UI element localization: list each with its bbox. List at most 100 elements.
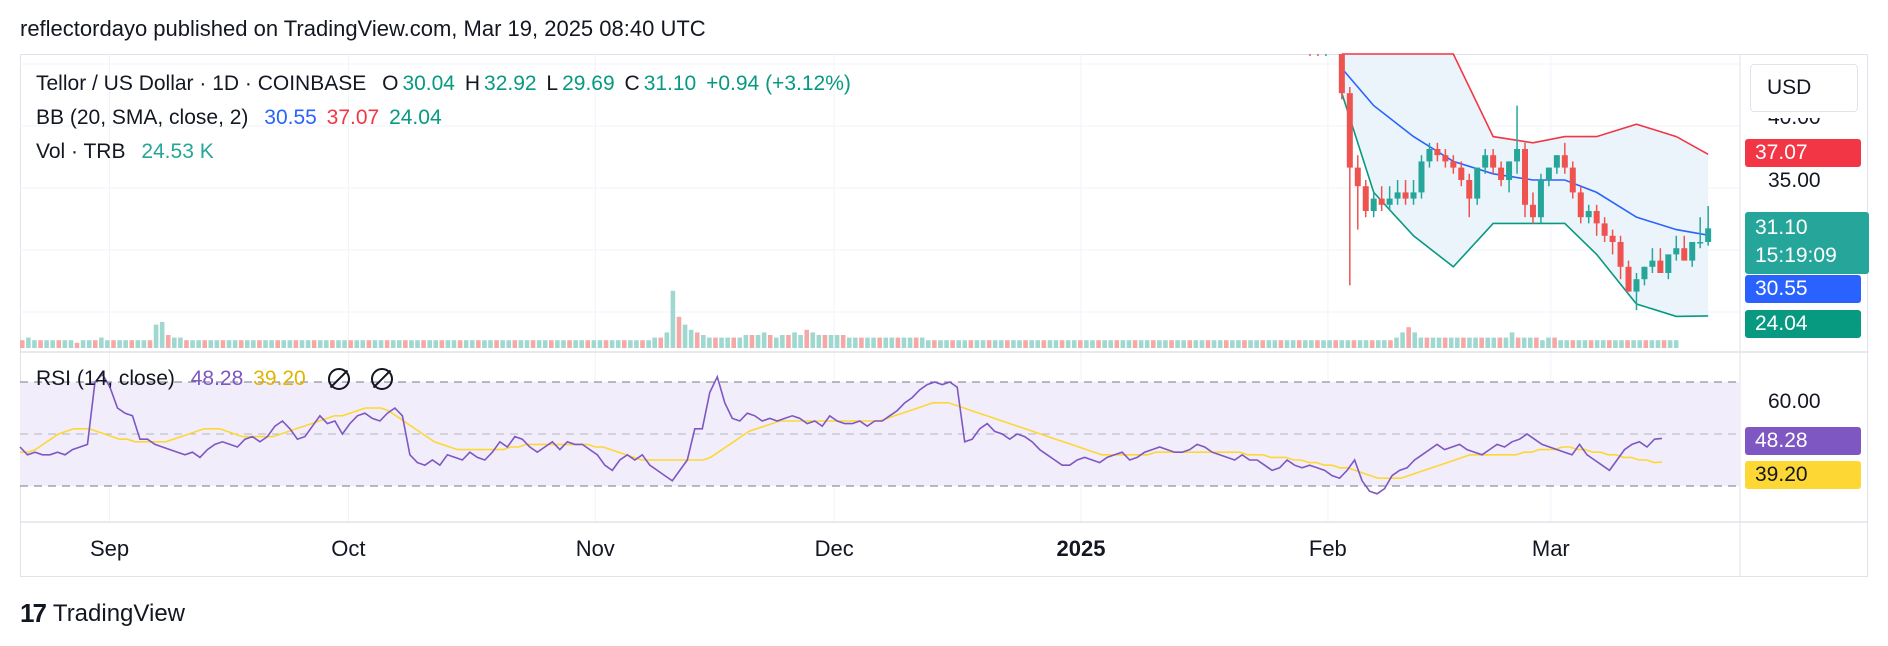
volume-bar (269, 340, 274, 348)
volume-bar (147, 340, 153, 348)
volume-bar (956, 340, 961, 348)
volume-bar (670, 290, 676, 348)
volume-bar (68, 340, 74, 348)
volume-bar (1114, 340, 1120, 348)
candle-body (1378, 198, 1385, 205)
volume-bar (1552, 337, 1557, 348)
rsi-value: 48.28 (190, 367, 244, 390)
volume-bar (317, 340, 323, 348)
rsi-ma-value: 39.20 (253, 367, 306, 390)
vol-label[interactable]: Vol · TRB (36, 140, 126, 163)
volume-bar (1303, 340, 1308, 348)
volume-bar (1248, 340, 1253, 348)
volume-bar (32, 340, 37, 348)
volume-bar (737, 337, 743, 348)
volume-bar (1479, 337, 1484, 348)
tradingview-brand[interactable]: 17 TradingView (20, 598, 185, 629)
volume-bar (1150, 340, 1156, 348)
candle-body (1665, 254, 1672, 273)
volume-bar (853, 337, 858, 348)
volume-bar (38, 340, 43, 348)
volume-bar (1120, 340, 1126, 348)
volume-bar (767, 335, 773, 348)
candle-body (1362, 186, 1369, 211)
volume-bar (555, 340, 560, 348)
volume-bar (512, 340, 518, 348)
volume-bar (1564, 340, 1570, 348)
volume-bar (1637, 340, 1643, 348)
candle-body (1705, 228, 1712, 242)
legend-rsi[interactable]: RSI (14, close) 48.28 39.20 (36, 367, 397, 391)
volume-bar (907, 337, 913, 348)
volume-bar (1278, 340, 1284, 348)
candle-body (1649, 260, 1656, 267)
volume-bar (433, 340, 439, 348)
bb-label[interactable]: BB (20, SMA, close, 2) (36, 106, 249, 129)
high-value: 32.92 (484, 72, 537, 95)
volume-bar (536, 340, 542, 348)
volume-bar (330, 340, 335, 348)
candle-body (1561, 155, 1568, 168)
candle-body (1601, 223, 1608, 236)
chart-frame[interactable] (20, 54, 1868, 577)
volume-bar (26, 337, 31, 348)
volume-bar (178, 337, 183, 348)
volume-bar (1011, 340, 1016, 348)
volume-bar (603, 340, 609, 348)
volume-bar (123, 340, 128, 348)
volume-bar (1430, 337, 1436, 348)
volume-bar (609, 340, 615, 348)
rsi-tag: 48.28 (1745, 427, 1861, 455)
volume-bar (865, 337, 870, 348)
candle-body (1577, 192, 1584, 218)
legend-vol[interactable]: Vol · TRB 24.53 K (36, 140, 218, 164)
volume-bar (1503, 337, 1509, 348)
volume-bar (1369, 340, 1375, 348)
legend-bb[interactable]: BB (20, SMA, close, 2) 30.55 37.07 24.04 (36, 106, 446, 130)
volume-bar (439, 340, 445, 348)
volume-bar (50, 340, 55, 348)
volume-bar (287, 340, 293, 348)
volume-bar (986, 340, 992, 348)
volume-bar (1053, 340, 1059, 348)
volume-bar (220, 340, 226, 348)
volume-bar (998, 340, 1004, 348)
candle-body (1537, 180, 1544, 218)
volume-bar (463, 340, 469, 348)
close-label: C (624, 72, 640, 95)
volume-bar (403, 340, 408, 348)
time-axis-label: Feb (1308, 536, 1347, 561)
volume-bar (336, 340, 341, 348)
currency-button[interactable]: USD (1750, 64, 1858, 112)
volume-bar (105, 340, 110, 348)
volume-bar (1473, 337, 1478, 348)
legend-ohlc[interactable]: Tellor / US Dollar · 1D · COINBASE O 30.0… (36, 72, 855, 96)
volume-bar (172, 337, 177, 348)
volume-bar (859, 337, 864, 348)
volume-bar (1230, 340, 1235, 348)
volume-bar (1388, 340, 1393, 348)
volume-bar (980, 340, 986, 348)
volume-bar (1059, 340, 1065, 348)
volume-bar (1029, 340, 1034, 348)
volume-bar (1065, 340, 1071, 348)
volume-bar (384, 340, 390, 348)
candle-body (1466, 180, 1473, 199)
volume-bar (664, 332, 670, 348)
volume-bar (1327, 340, 1332, 348)
rsi-label[interactable]: RSI (14, close) (36, 367, 175, 390)
volume-bar (1169, 340, 1174, 348)
volume-bar (451, 340, 457, 348)
volume-bar (1613, 340, 1618, 348)
symbol-title[interactable]: Tellor / US Dollar · 1D · COINBASE (36, 72, 367, 95)
volume-bar (707, 337, 712, 348)
candle-body (1386, 198, 1393, 205)
volume-bar (1607, 340, 1612, 348)
volume-bar (1527, 337, 1533, 348)
volume-bar (190, 340, 195, 348)
volume-bar (804, 329, 809, 348)
volume-bar (263, 340, 268, 348)
volume-bar (743, 335, 749, 348)
volume-bar (1035, 340, 1041, 348)
